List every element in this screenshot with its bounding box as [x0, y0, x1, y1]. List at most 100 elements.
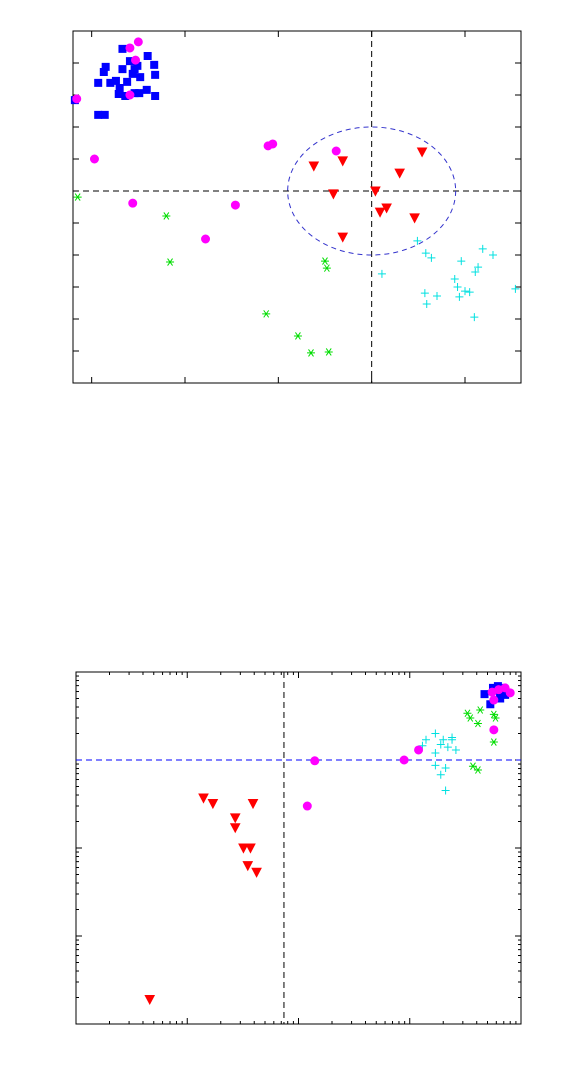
point — [433, 291, 441, 300]
point — [229, 823, 241, 834]
point — [307, 349, 315, 357]
point — [427, 253, 436, 262]
point — [414, 745, 424, 755]
point — [131, 55, 141, 65]
point — [409, 213, 420, 224]
point — [100, 110, 109, 119]
point — [144, 994, 156, 1006]
point — [491, 714, 500, 722]
point — [455, 292, 464, 301]
point — [207, 799, 219, 810]
point — [302, 801, 312, 811]
point — [431, 749, 440, 758]
point — [489, 725, 499, 735]
point — [89, 154, 99, 164]
point — [480, 690, 489, 699]
point — [245, 843, 256, 854]
point — [73, 193, 82, 201]
point — [465, 288, 474, 297]
point — [377, 269, 386, 278]
point — [337, 156, 349, 167]
point — [128, 69, 137, 78]
point — [466, 714, 475, 722]
point — [476, 706, 485, 714]
point — [238, 843, 249, 854]
point — [431, 729, 440, 738]
point — [162, 212, 171, 220]
point — [431, 761, 440, 770]
point — [142, 85, 151, 94]
point — [439, 735, 448, 744]
point — [123, 77, 132, 86]
point — [473, 766, 482, 774]
point — [505, 688, 515, 698]
point — [94, 110, 103, 119]
point — [451, 745, 460, 754]
plot — [75, 671, 522, 1025]
point — [416, 147, 428, 158]
point — [321, 257, 329, 265]
point — [471, 267, 480, 276]
point — [99, 67, 108, 76]
point — [489, 710, 498, 719]
point — [242, 861, 254, 872]
point — [247, 799, 259, 810]
plot — [70, 30, 522, 384]
point — [436, 770, 445, 779]
point — [125, 43, 135, 53]
point — [230, 200, 240, 210]
point — [474, 263, 483, 272]
point — [324, 348, 333, 356]
point — [201, 234, 211, 244]
point — [262, 310, 271, 318]
point — [470, 313, 479, 322]
point — [118, 65, 127, 74]
plot-frame — [72, 30, 522, 384]
point — [337, 232, 349, 243]
point — [494, 685, 504, 695]
point — [198, 793, 209, 804]
point — [413, 236, 422, 245]
point — [328, 189, 339, 200]
point — [106, 78, 115, 87]
point — [72, 94, 82, 104]
point — [310, 756, 320, 766]
point — [422, 735, 431, 744]
point — [94, 78, 103, 87]
point — [251, 867, 262, 878]
point — [441, 786, 450, 795]
plot-frame — [75, 671, 522, 1025]
point — [143, 51, 152, 60]
point — [436, 740, 445, 749]
point — [229, 813, 241, 824]
point — [136, 73, 145, 82]
point — [150, 60, 159, 69]
point — [394, 168, 405, 179]
point — [322, 264, 331, 272]
point — [489, 738, 498, 746]
point — [268, 139, 278, 149]
point — [399, 755, 409, 765]
point — [370, 186, 381, 197]
point — [457, 257, 466, 266]
point — [478, 244, 487, 253]
point — [151, 70, 160, 79]
point — [468, 762, 477, 771]
point — [450, 275, 459, 283]
point — [114, 90, 123, 99]
point — [453, 283, 462, 291]
point — [489, 695, 499, 705]
point — [422, 299, 431, 308]
point — [448, 733, 457, 742]
point — [118, 44, 127, 53]
point — [128, 198, 138, 208]
point — [308, 161, 320, 172]
point — [374, 207, 386, 218]
point — [125, 90, 135, 100]
point — [135, 89, 144, 98]
point — [441, 764, 450, 773]
point — [421, 249, 430, 258]
point — [115, 83, 124, 92]
